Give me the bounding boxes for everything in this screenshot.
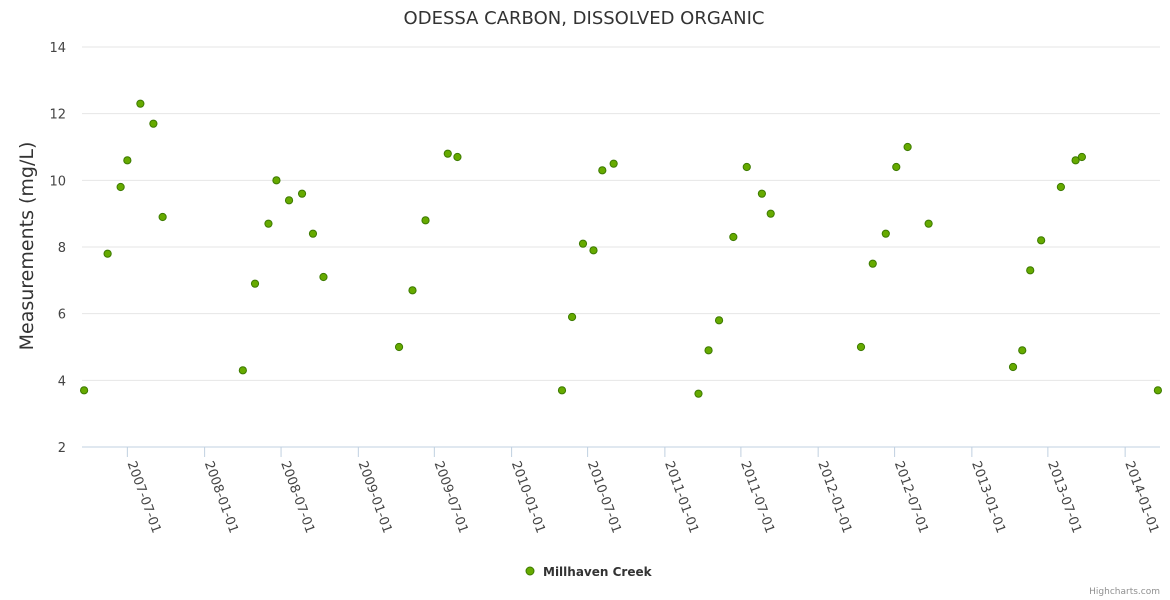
y-tick-label: 12 bbox=[49, 108, 66, 123]
data-point[interactable] bbox=[609, 159, 618, 168]
data-point[interactable] bbox=[453, 152, 462, 162]
data-point[interactable] bbox=[1077, 152, 1086, 162]
data-point[interactable] bbox=[567, 312, 577, 322]
x-axis: 2007-07-01 2008-01-01 2008-07-01 2009-01-01… bbox=[124, 447, 1161, 535]
data-point[interactable] bbox=[598, 166, 607, 175]
data-point[interactable] bbox=[319, 272, 328, 282]
data-point[interactable] bbox=[272, 176, 281, 185]
data-point[interactable] bbox=[589, 246, 598, 255]
x-tick-label: 2009-07-01 bbox=[431, 459, 471, 535]
data-point[interactable] bbox=[694, 389, 703, 398]
data-point[interactable] bbox=[421, 216, 430, 225]
credits-link[interactable]: Highcharts.com bbox=[1089, 587, 1160, 597]
x-tick-label: 2009-01-01 bbox=[355, 459, 395, 535]
data-point[interactable] bbox=[123, 156, 132, 165]
y-axis-title: Measurements (mg/L) bbox=[16, 142, 38, 351]
x-tick-label: 2013-01-01 bbox=[968, 459, 1008, 535]
data-point[interactable] bbox=[408, 286, 417, 295]
data-point[interactable] bbox=[136, 99, 145, 108]
data-point[interactable] bbox=[766, 209, 775, 218]
y-tick-label: 8 bbox=[58, 241, 66, 256]
x-tick-label: 2008-01-01 bbox=[201, 459, 241, 535]
data-point[interactable] bbox=[557, 386, 567, 395]
data-point[interactable] bbox=[103, 249, 112, 258]
data-point[interactable] bbox=[742, 162, 751, 172]
y-tick-label: 2 bbox=[58, 441, 66, 456]
data-point[interactable] bbox=[856, 342, 866, 352]
data-point[interactable] bbox=[1071, 156, 1080, 165]
data-point[interactable] bbox=[394, 342, 404, 352]
data-point[interactable] bbox=[158, 212, 167, 222]
data-point[interactable] bbox=[868, 259, 877, 268]
x-tick-label: 2011-01-01 bbox=[661, 459, 701, 535]
data-point[interactable] bbox=[892, 162, 901, 172]
data-point[interactable] bbox=[250, 279, 260, 288]
legend-marker-icon bbox=[525, 566, 535, 576]
x-tick-label: 2007-07-01 bbox=[124, 459, 164, 535]
x-tick-label: 2012-01-01 bbox=[814, 459, 854, 535]
data-point[interactable] bbox=[116, 182, 125, 192]
data-point[interactable] bbox=[1056, 182, 1065, 192]
data-point[interactable] bbox=[1008, 362, 1018, 372]
data-point[interactable] bbox=[284, 196, 294, 205]
x-tick-label: 2010-01-01 bbox=[508, 459, 548, 535]
data-point[interactable] bbox=[238, 366, 247, 375]
x-tick-label: 2013-07-01 bbox=[1044, 459, 1084, 535]
data-point[interactable] bbox=[1026, 266, 1035, 275]
x-tick-label: 2010-07-01 bbox=[584, 459, 624, 535]
data-point[interactable] bbox=[264, 219, 273, 228]
data-point[interactable] bbox=[757, 189, 766, 198]
data-point[interactable] bbox=[79, 386, 89, 395]
x-tick-label: 2012-07-01 bbox=[891, 459, 931, 535]
data-point[interactable] bbox=[903, 142, 912, 152]
data-point[interactable] bbox=[297, 189, 307, 198]
legend[interactable]: Millhaven Creek bbox=[525, 565, 653, 579]
y-tick-label: 14 bbox=[49, 41, 66, 56]
gridlines bbox=[82, 46, 1160, 448]
legend-item-millhaven-creek[interactable]: Millhaven Creek bbox=[543, 565, 653, 579]
data-point[interactable] bbox=[1037, 236, 1046, 245]
data-point[interactable] bbox=[1153, 386, 1163, 395]
x-tick-label: 2014-01-01 bbox=[1121, 459, 1161, 535]
data-point[interactable] bbox=[704, 346, 713, 355]
data-point[interactable] bbox=[1018, 346, 1027, 355]
y-axis: 2 4 6 8 10 12 14 bbox=[49, 41, 66, 456]
scatter-points bbox=[79, 99, 1163, 398]
x-tick-label: 2008-07-01 bbox=[277, 459, 317, 535]
y-tick-label: 4 bbox=[58, 374, 66, 389]
data-point[interactable] bbox=[578, 239, 588, 248]
data-point[interactable] bbox=[308, 229, 318, 238]
data-point[interactable] bbox=[729, 232, 738, 242]
data-point[interactable] bbox=[924, 219, 933, 228]
y-tick-label: 6 bbox=[58, 308, 66, 323]
x-tick-label: 2011-07-01 bbox=[737, 459, 777, 535]
y-tick-label: 10 bbox=[49, 174, 66, 189]
data-point[interactable] bbox=[443, 149, 452, 158]
data-point[interactable] bbox=[149, 119, 158, 128]
chart-title: ODESSA CARBON, DISSOLVED ORGANIC bbox=[404, 8, 765, 29]
data-point[interactable] bbox=[881, 229, 890, 238]
data-point[interactable] bbox=[714, 316, 724, 325]
